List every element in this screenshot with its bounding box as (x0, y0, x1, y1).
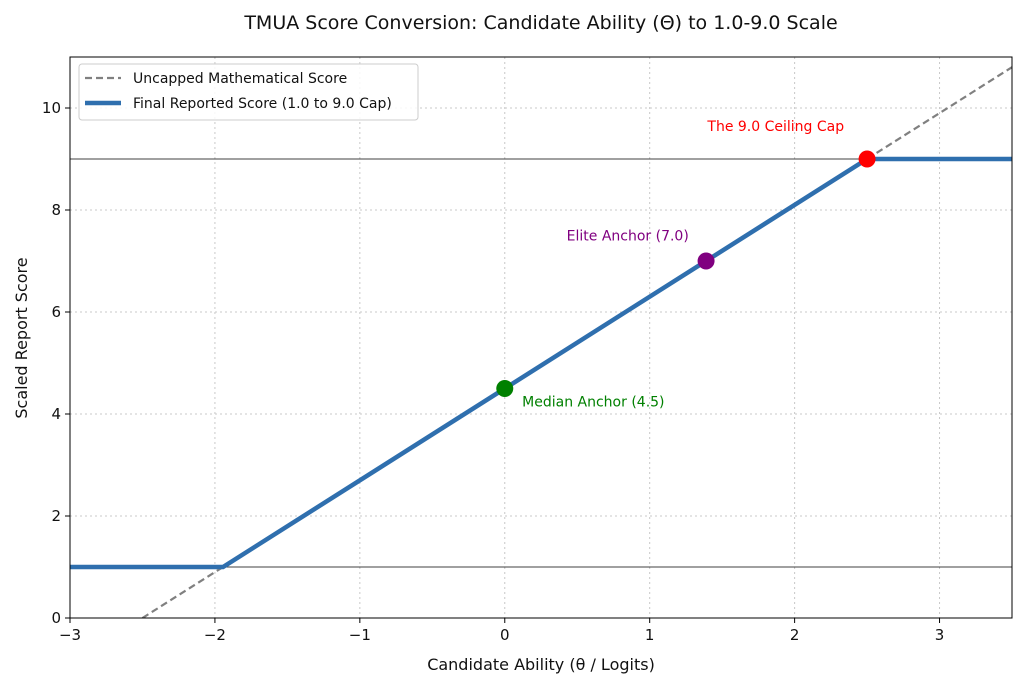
y-tick-label: 6 (51, 303, 61, 321)
chart-title: TMUA Score Conversion: Candidate Ability… (243, 12, 837, 34)
y-tick-label: 8 (51, 201, 61, 219)
legend-label: Final Reported Score (1.0 to 9.0 Cap) (133, 96, 392, 112)
y-tick-label: 0 (51, 609, 61, 627)
anchor-point (496, 380, 514, 397)
y-tick-label: 2 (51, 507, 61, 525)
x-tick-label: −3 (59, 626, 81, 644)
y-axis-label: Scaled Report Score (12, 257, 31, 418)
legend-label: Uncapped Mathematical Score (133, 71, 347, 87)
x-tick-label: 0 (500, 626, 510, 644)
y-tick-label: 10 (42, 99, 61, 117)
final-score-line (70, 156, 1012, 570)
x-tick-label: 1 (645, 626, 655, 644)
axes-frame (69, 56, 1013, 619)
legend: Uncapped Mathematical Score Final Reporte… (78, 63, 419, 121)
plot-area: −3 −2 −1 0 1 2 3 0 2 4 6 8 10 Median Anchor (4.5) Elit… (42, 56, 1013, 644)
x-tick-label: 3 (935, 626, 945, 644)
x-tick-label: 2 (790, 626, 800, 644)
x-tick-label: −2 (204, 626, 226, 644)
x-tick-label: −1 (349, 626, 371, 644)
annotation-label: The 9.0 Ceiling Cap (706, 119, 844, 135)
anchor-point (697, 252, 715, 270)
annotation-label: Median Anchor (4.5) (522, 394, 664, 410)
anchor-point (858, 150, 876, 168)
legend-box (78, 63, 419, 121)
x-axis-label: Candidate Ability (θ / Logits) (427, 655, 655, 674)
annotation-label: Elite Anchor (7.0) (567, 229, 689, 245)
y-tick-label: 4 (51, 405, 61, 423)
